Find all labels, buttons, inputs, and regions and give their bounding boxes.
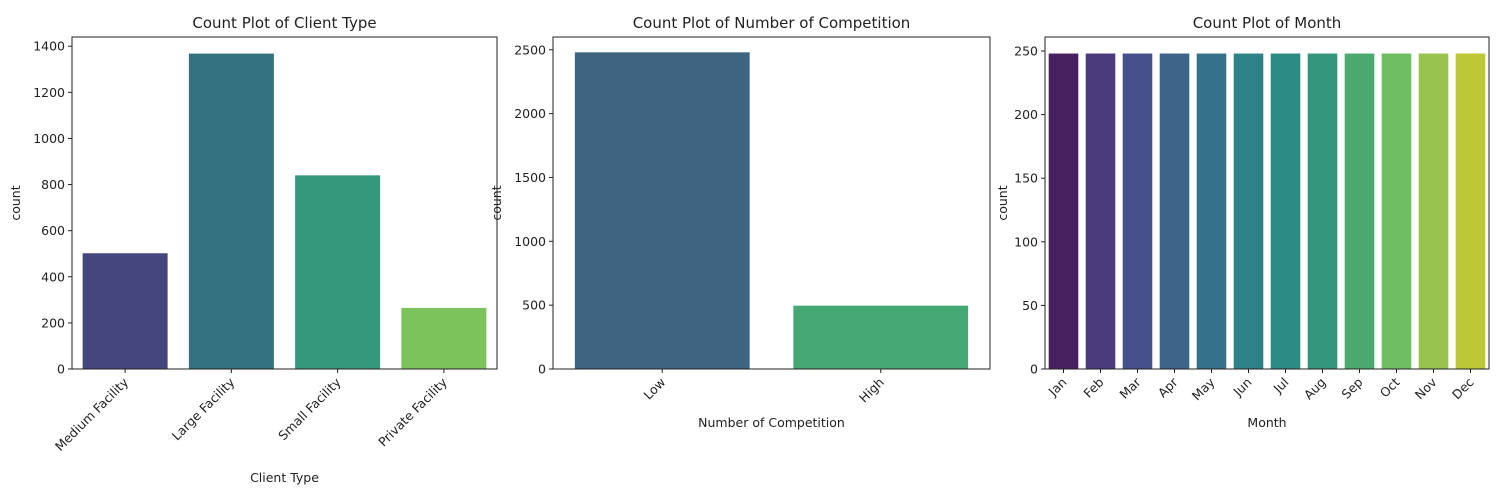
y-tick-label: 250 xyxy=(1014,43,1038,58)
x-tick-label: Jul xyxy=(1270,375,1292,397)
x-tick-label: Aug xyxy=(1301,375,1329,403)
y-tick-label: 400 xyxy=(41,269,65,284)
y-axis-label: count xyxy=(8,185,23,220)
y-tick-label: 1000 xyxy=(33,131,65,146)
bar-jun xyxy=(1233,53,1264,369)
x-axis-label: Number of Competition xyxy=(698,415,845,430)
bar-jan xyxy=(1048,53,1079,369)
x-tick-label: High xyxy=(856,375,887,406)
y-tick-label: 1500 xyxy=(514,170,546,185)
x-tick-label: Nov xyxy=(1412,374,1440,402)
y-tick-label: 50 xyxy=(1022,298,1038,313)
y-tick-label: 600 xyxy=(41,223,65,238)
x-tick-label: Low xyxy=(640,375,668,403)
x-tick-label: Dec xyxy=(1449,374,1477,402)
x-tick-label: Jan xyxy=(1045,375,1070,400)
bar-small-facility xyxy=(295,175,381,369)
y-axis-label: count xyxy=(995,185,1010,220)
chart-title: Count Plot of Month xyxy=(1193,14,1342,32)
bar-may xyxy=(1196,53,1227,369)
y-tick-label: 1200 xyxy=(33,85,65,100)
bar-large-facility xyxy=(188,53,274,369)
axes-frame xyxy=(71,36,498,370)
bar-private-facility xyxy=(401,307,487,369)
bar-medium-facility xyxy=(82,253,168,369)
y-tick-label: 200 xyxy=(1014,107,1038,122)
x-tick-label: Small Facility xyxy=(275,374,344,443)
x-axis-label: Client Type xyxy=(250,470,319,485)
bar-low xyxy=(574,52,750,369)
competition-count-chart: 0 500 1000 1500 2000 2500 Low High Count Plot of… xyxy=(489,14,991,430)
bar-feb xyxy=(1085,53,1116,369)
chart-title: Count Plot of Client Type xyxy=(192,14,376,32)
y-tick-label: 200 xyxy=(41,315,65,330)
x-tick-label: Jun xyxy=(1229,375,1254,400)
bar-mar xyxy=(1122,53,1153,369)
x-tick-label: Feb xyxy=(1080,374,1106,400)
x-tick-label: Apr xyxy=(1155,374,1182,401)
x-tick-label: Medium Facility xyxy=(52,374,132,454)
bar-oct xyxy=(1381,53,1412,369)
y-axis-label: count xyxy=(489,185,504,220)
bar-aug xyxy=(1307,53,1338,369)
bar-jul xyxy=(1270,53,1301,369)
x-tick-label: May xyxy=(1189,374,1218,403)
axes-frame xyxy=(552,36,991,370)
bar-dec xyxy=(1455,53,1486,369)
axes-frame xyxy=(1044,36,1490,370)
bar-high xyxy=(793,305,969,369)
x-tick-label: Sep xyxy=(1338,374,1365,401)
y-tick-label: 2000 xyxy=(514,106,546,121)
x-tick-label: Large Facility xyxy=(169,374,238,443)
x-tick-label: Mar xyxy=(1116,374,1144,402)
bar-nov xyxy=(1418,53,1449,369)
client-type-count-chart: 0 200 400 600 800 1000 1200 1400 Medium Facility… xyxy=(8,14,498,485)
x-axis-label: Month xyxy=(1247,415,1286,430)
bar-apr xyxy=(1159,53,1190,369)
y-tick-label: 0 xyxy=(1030,362,1038,377)
y-tick-label: 150 xyxy=(1014,171,1038,186)
bar-sep xyxy=(1344,53,1375,369)
y-tick-label: 1000 xyxy=(514,234,546,249)
y-tick-label: 500 xyxy=(522,298,546,313)
x-tick-label: Oct xyxy=(1377,374,1403,400)
y-tick-label: 100 xyxy=(1014,234,1038,249)
chart-title: Count Plot of Number of Competition xyxy=(633,14,911,32)
y-tick-label: 0 xyxy=(538,362,546,377)
month-count-chart: 0 50 100 150 200 250 Jan Feb Mar Apr May Jun Jul Aug S… xyxy=(995,14,1490,430)
y-tick-label: 800 xyxy=(41,177,65,192)
x-tick-label: Private Facility xyxy=(375,374,450,449)
y-tick-label: 1400 xyxy=(33,39,65,54)
y-tick-label: 2500 xyxy=(514,42,546,57)
y-tick-label: 0 xyxy=(57,362,65,377)
